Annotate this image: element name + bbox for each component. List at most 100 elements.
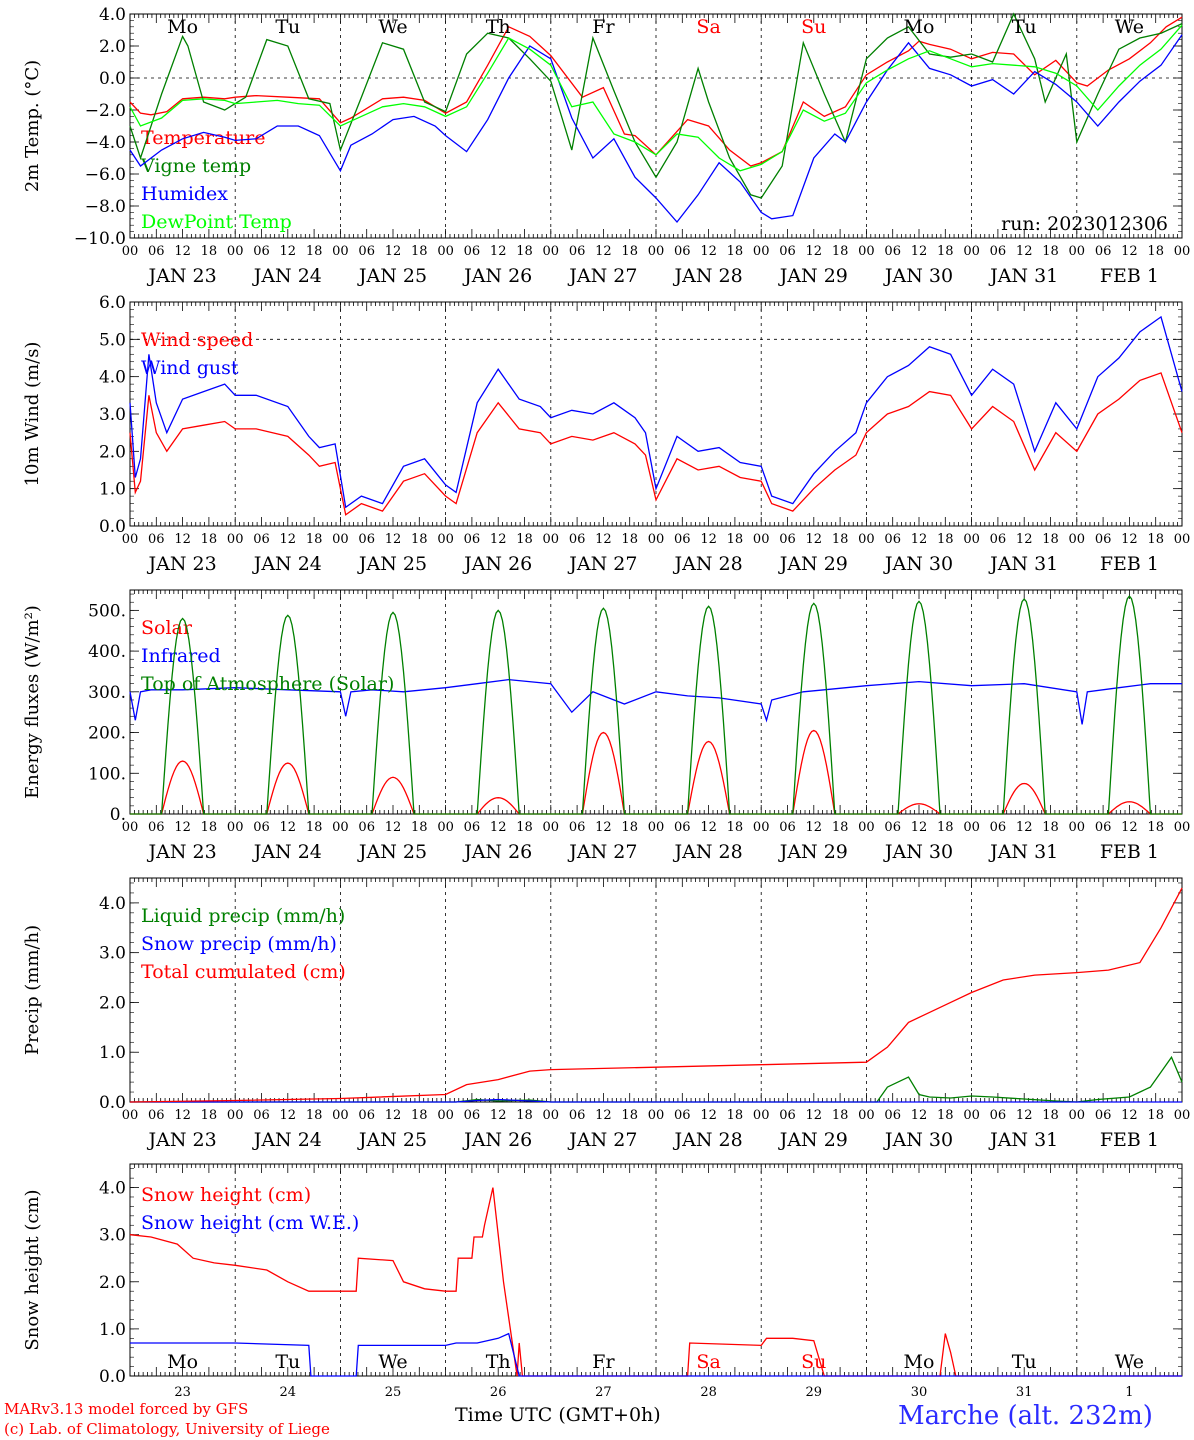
x-hour-label: 12 <box>595 820 612 835</box>
x-hour-label: 06 <box>358 1108 375 1123</box>
x-hour-label: 18 <box>1147 1108 1164 1123</box>
x-hour-label: 00 <box>1174 820 1191 835</box>
x-hour-label: 00 <box>332 820 349 835</box>
series-line-wind-gust <box>129 315 1183 509</box>
day-name-label: We <box>1115 16 1144 38</box>
legend-entry: Vigne temp <box>140 155 251 177</box>
x-date-label: JAN 26 <box>462 1129 532 1151</box>
x-date-label: JAN 23 <box>147 1129 217 1151</box>
x-hour-label: 00 <box>437 532 454 547</box>
x-hour-label: 12 <box>385 244 402 259</box>
x-hour-label: 06 <box>779 1108 796 1123</box>
x-hour-label: 00 <box>122 244 139 259</box>
x-hour-label: 06 <box>569 820 586 835</box>
x-hour-label: 18 <box>1042 532 1059 547</box>
x-date-label: JAN 28 <box>673 1129 743 1151</box>
footer-model-text: MARv3.13 model forced by GFS <box>4 1400 249 1418</box>
x-hour-label: 18 <box>411 244 428 259</box>
y-tick-label: 4.0 <box>99 5 126 25</box>
day-name-label: Mo <box>904 1351 935 1373</box>
day-name-label: Fr <box>592 1351 615 1373</box>
x-hour-label: 18 <box>621 244 638 259</box>
x-hour-label: 12 <box>911 1108 928 1123</box>
x-hour-label: 18 <box>727 244 744 259</box>
x-hour-label: 00 <box>753 820 770 835</box>
day-number-label: 28 <box>700 1385 717 1400</box>
x-hour-label: 18 <box>832 244 849 259</box>
x-hour-label: 00 <box>963 532 980 547</box>
day-name-label: Mo <box>167 1351 198 1373</box>
x-hour-label: 18 <box>201 532 218 547</box>
x-hour-label: 06 <box>569 1108 586 1123</box>
day-name-label: Tu <box>275 1351 300 1373</box>
y-tick-label: 4.0 <box>99 894 126 914</box>
x-hour-label: 12 <box>174 532 191 547</box>
legend-entry: Snow height (cm W.E.) <box>141 1212 359 1234</box>
y-tick-label: 0.0 <box>99 1093 126 1113</box>
x-hour-label: 18 <box>306 820 323 835</box>
x-hour-label: 06 <box>253 244 270 259</box>
x-hour-label: 18 <box>727 820 744 835</box>
station-label: Marche (alt. 232m) <box>898 1401 1153 1431</box>
x-hour-label: 18 <box>937 1108 954 1123</box>
x-date-label: JAN 25 <box>357 1129 427 1151</box>
x-date-label: FEB 1 <box>1100 841 1159 863</box>
x-hour-label: 06 <box>674 244 691 259</box>
x-hour-label: 18 <box>516 532 533 547</box>
x-hour-label: 12 <box>700 244 717 259</box>
x-hour-label: 12 <box>595 532 612 547</box>
x-hour-label: 18 <box>201 244 218 259</box>
y-tick-label: 3.0 <box>99 1226 126 1246</box>
y-tick-label: 0.0 <box>99 69 126 89</box>
x-hour-label: 00 <box>858 532 875 547</box>
y-tick-label: 2.0 <box>99 1273 126 1293</box>
y-tick-label: −10.0 <box>74 229 126 249</box>
x-hour-label: 12 <box>1016 532 1033 547</box>
y-tick-label: 1.0 <box>99 1320 126 1340</box>
x-hour-label: 00 <box>543 820 560 835</box>
x-hour-label: 12 <box>490 1108 507 1123</box>
x-hour-label: 06 <box>148 244 165 259</box>
x-hour-label: 18 <box>201 1108 218 1123</box>
day-name-label: Fr <box>592 16 615 38</box>
series-line-infrared <box>129 678 1182 725</box>
x-date-label: JAN 30 <box>883 265 953 287</box>
x-date-label: JAN 26 <box>462 553 532 575</box>
x-hour-label: 06 <box>253 1108 270 1123</box>
x-date-label: JAN 29 <box>778 265 848 287</box>
y-axis-label: Precip (mm/h) <box>22 925 43 1055</box>
panel-4: 4.0 3.0 2.0 1.0 0.0 Precip (mm/h) 00 06 12 18 00 06… <box>22 877 1190 1151</box>
series-line-snow-height-cm-w-e- <box>130 1332 1182 1377</box>
legend-entry: Top of Atmosphere (Solar) <box>141 673 394 695</box>
x-hour-label: 06 <box>464 820 481 835</box>
x-hour-label: 18 <box>516 820 533 835</box>
x-date-label: JAN 27 <box>567 265 637 287</box>
legend-entry: Solar <box>141 617 193 639</box>
x-hour-label: 12 <box>490 532 507 547</box>
x-hour-label: 06 <box>253 820 270 835</box>
x-hour-label: 06 <box>674 820 691 835</box>
day-number-label: 29 <box>806 1385 823 1400</box>
y-tick-label: 0.0 <box>99 1367 126 1387</box>
series-line-snow-height-cm- <box>129 1187 1182 1377</box>
x-hour-label: 06 <box>1095 820 1112 835</box>
x-date-label: JAN 30 <box>883 553 953 575</box>
day-name-label: Sa <box>696 16 720 38</box>
day-name-label: Su <box>801 1351 826 1373</box>
legend-entry: Snow height (cm) <box>141 1184 311 1206</box>
x-hour-label: 06 <box>674 1108 691 1123</box>
x-hour-label: 06 <box>990 1108 1007 1123</box>
x-hour-label: 06 <box>884 820 901 835</box>
x-date-label: JAN 29 <box>778 553 848 575</box>
x-hour-label: 12 <box>806 244 823 259</box>
x-hour-label: 06 <box>358 820 375 835</box>
x-hour-label: 12 <box>280 820 297 835</box>
y-tick-label: 300. <box>88 683 126 703</box>
x-hour-label: 12 <box>1121 820 1138 835</box>
x-date-label: JAN 27 <box>567 1129 637 1151</box>
x-hour-label: 18 <box>411 532 428 547</box>
x-hour-label: 00 <box>753 532 770 547</box>
x-hour-label: 12 <box>1016 1108 1033 1123</box>
x-hour-label: 00 <box>858 244 875 259</box>
x-hour-label: 12 <box>700 1108 717 1123</box>
